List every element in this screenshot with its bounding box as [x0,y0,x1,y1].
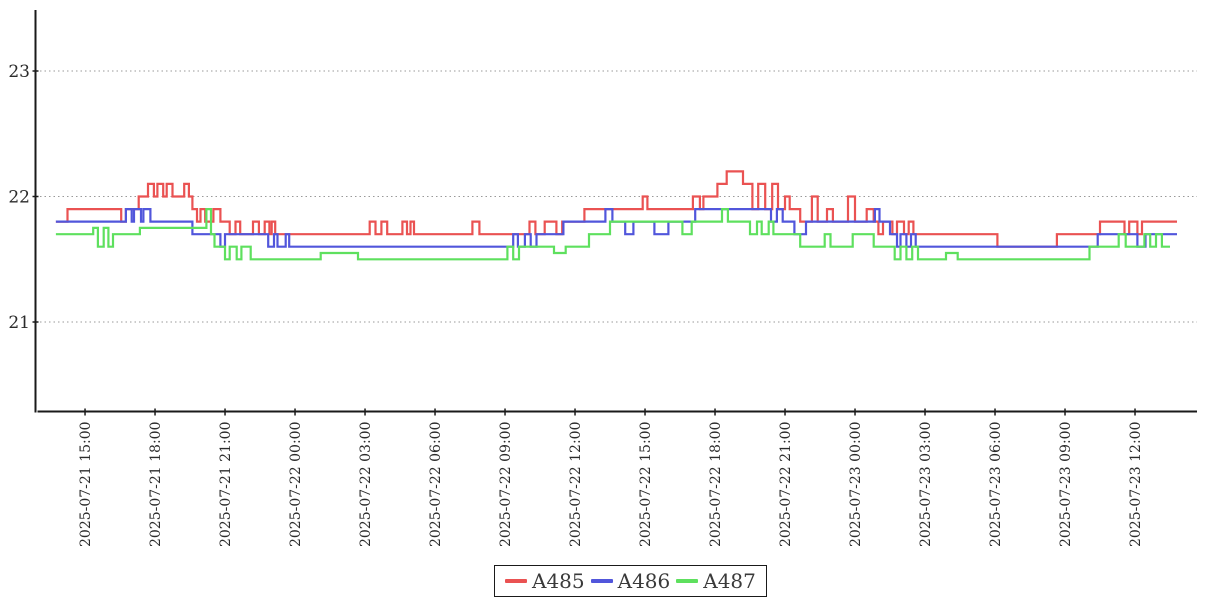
y-tick-label: 22 [8,188,30,208]
x-tick-label: 2025-07-23 09:00 [1058,422,1074,548]
series-line-a485 [55,170,1177,248]
legend-label-a486: A486 [617,569,671,593]
legend-label-a487: A487 [703,569,756,593]
legend-swatch-a487 [676,579,699,583]
series-line-a487 [55,208,1170,261]
legend-item-a485: A485 [505,571,585,591]
legend: A485 A486 A487 [494,565,767,597]
y-tick-label: 21 [8,313,30,333]
x-tick-label: 2025-07-21 21:00 [218,422,234,548]
legend-item-a487: A487 [676,571,756,591]
x-tick-label: 2025-07-23 06:00 [988,422,1004,548]
x-tick-label: 2025-07-22 09:00 [498,421,514,547]
x-tick-label: 2025-07-21 18:00 [148,422,164,548]
x-tick-label: 2025-07-22 21:00 [778,422,794,548]
legend-swatch-a485 [505,579,527,583]
x-tick-label: 2025-07-23 12:00 [1128,422,1144,548]
x-tick-label: 2025-07-22 00:00 [288,422,304,548]
x-tick-label: 2025-07-23 00:00 [848,422,864,548]
x-tick-label: 2025-07-22 06:00 [428,422,444,548]
x-tick-label: 2025-07-22 12:00 [568,422,584,548]
series-line-a486 [55,208,1177,248]
x-tick-label: 2025-07-23 03:00 [918,422,934,548]
x-tick-label: 2025-07-22 18:00 [708,422,724,548]
legend-item-a486: A486 [590,569,671,593]
y-tick-label: 23 [8,62,30,82]
legend-swatch-a486 [590,579,613,583]
x-tick-label: 2025-07-22 03:00 [358,422,374,548]
legend-label-a485: A485 [532,569,585,593]
x-tick-label: 2025-07-22 15:00 [638,422,654,548]
x-tick-label: 2025-07-21 15:00 [78,422,94,548]
